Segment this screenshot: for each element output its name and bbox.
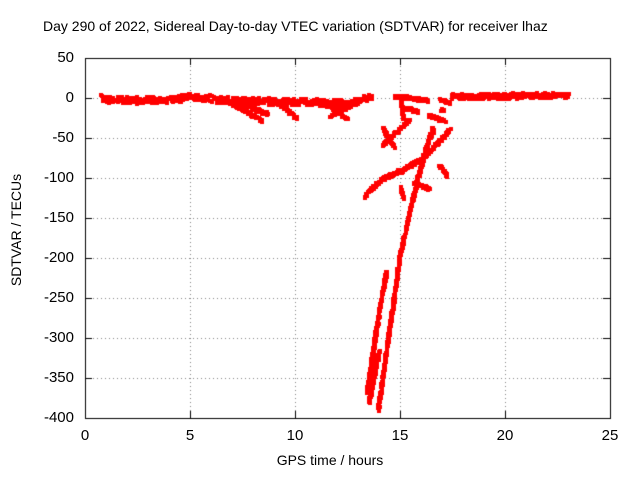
y-tick-label: -350 xyxy=(43,369,74,386)
y-tick-label: -50 xyxy=(52,129,74,146)
y-tick-label: -250 xyxy=(43,289,74,306)
y-tick-label: -150 xyxy=(43,209,74,226)
x-tick-label: 10 xyxy=(286,427,304,444)
y-tick-label: -300 xyxy=(43,329,74,346)
y-tick-label: -200 xyxy=(43,249,74,266)
x-tick-label: 0 xyxy=(80,427,90,444)
y-tick-label: 50 xyxy=(57,49,74,66)
x-axis-label: GPS time / hours xyxy=(276,452,384,468)
chart-title: Day 290 of 2022, Sidereal Day-to-day VTE… xyxy=(43,18,548,34)
x-tick-label: 25 xyxy=(601,427,619,444)
x-tick-label: 5 xyxy=(185,427,195,444)
y-tick-label: 0 xyxy=(65,89,74,106)
x-tick-label: 15 xyxy=(391,427,409,444)
y-tick-label: -400 xyxy=(43,409,74,426)
y-axis-label: SDTVAR / TECUs xyxy=(8,173,24,287)
x-tick-label: 20 xyxy=(496,427,514,444)
y-tick-label: -100 xyxy=(43,169,74,186)
